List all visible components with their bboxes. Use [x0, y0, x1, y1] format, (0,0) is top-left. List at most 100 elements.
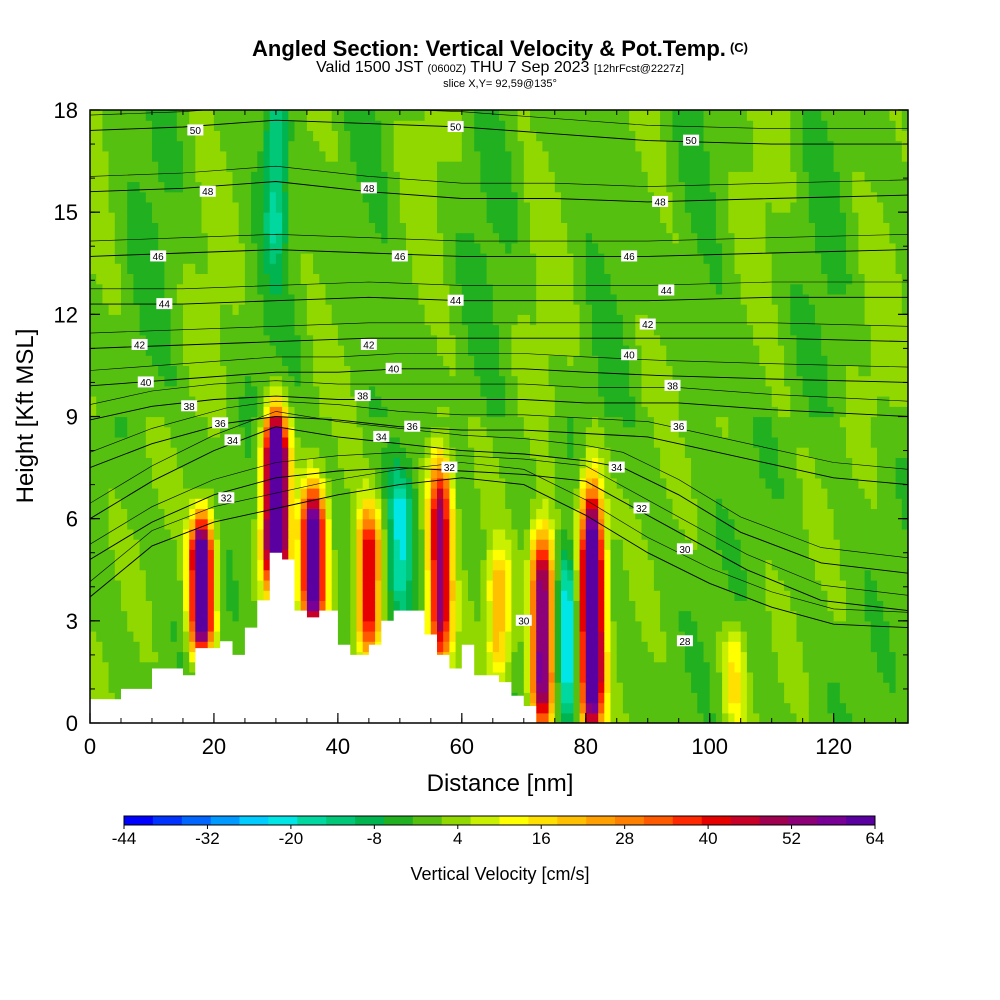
field-cell	[585, 539, 593, 550]
field-cell	[393, 416, 401, 428]
field-cell	[530, 334, 537, 346]
field-cell	[449, 232, 457, 244]
field-cell	[536, 488, 543, 499]
field-cell	[548, 651, 556, 663]
field-cell	[114, 488, 122, 499]
field-cell	[480, 242, 488, 254]
field-cell	[517, 120, 525, 131]
field-cell	[108, 528, 116, 540]
field-cell	[201, 314, 209, 326]
field-cell	[430, 334, 438, 346]
field-cell	[183, 365, 190, 377]
field-cell	[523, 580, 531, 591]
field-cell	[573, 467, 581, 479]
field-cell	[430, 365, 438, 377]
field-cell	[430, 559, 438, 571]
field-cell	[102, 232, 110, 244]
field-cell	[344, 181, 351, 193]
field-cell	[468, 396, 475, 407]
field-cell	[319, 130, 327, 142]
field-cell	[158, 477, 165, 489]
field-cell	[592, 150, 599, 162]
field-cell	[294, 283, 302, 295]
field-cell	[102, 416, 110, 428]
field-cell	[579, 304, 587, 315]
field-cell	[189, 242, 196, 254]
field-cell	[430, 161, 438, 172]
field-cell	[263, 263, 271, 274]
field-cell	[393, 140, 401, 152]
field-cell	[90, 539, 97, 550]
field-cell	[480, 600, 488, 612]
field-cell	[517, 559, 525, 571]
field-cell	[269, 457, 277, 469]
field-cell	[536, 273, 543, 285]
field-cell	[90, 488, 97, 499]
field-cell	[288, 498, 296, 509]
field-cell	[269, 385, 277, 397]
field-cell	[430, 457, 438, 469]
field-cell	[393, 201, 401, 213]
field-cell	[164, 334, 172, 346]
field-cell	[356, 314, 364, 326]
field-cell	[164, 641, 172, 653]
field-cell	[121, 222, 128, 234]
field-cell	[499, 406, 506, 418]
field-cell	[158, 600, 165, 612]
field-cell	[468, 508, 475, 520]
field-cell	[486, 396, 494, 407]
field-cell	[505, 314, 512, 326]
field-cell	[251, 161, 258, 172]
field-cell	[530, 467, 537, 479]
field-cell	[282, 201, 289, 213]
field-cell	[548, 283, 556, 295]
field-cell	[108, 334, 116, 346]
field-cell	[536, 181, 543, 193]
field-cell	[251, 201, 258, 213]
field-cell	[418, 416, 426, 428]
field-cell	[598, 385, 605, 397]
field-cell	[486, 283, 494, 295]
field-cell	[499, 191, 506, 203]
field-cell	[579, 549, 587, 561]
field-cell	[536, 580, 543, 591]
field-cell	[530, 477, 537, 489]
field-cell	[207, 620, 215, 632]
field-cell	[350, 232, 358, 244]
field-cell	[232, 120, 240, 131]
field-cell	[102, 600, 110, 612]
field-cell	[319, 150, 327, 162]
field-cell	[437, 324, 444, 336]
field-cell	[356, 120, 364, 131]
field-cell	[263, 396, 271, 407]
field-cell	[121, 528, 128, 540]
field-cell	[232, 610, 240, 622]
field-cell	[337, 569, 345, 581]
field-cell	[300, 120, 308, 131]
field-cell	[263, 447, 271, 458]
field-cell	[201, 253, 209, 264]
field-cell	[195, 171, 203, 183]
field-cell	[592, 222, 599, 234]
field-cell	[561, 222, 568, 234]
field-cell	[430, 324, 438, 336]
field-cell	[220, 447, 227, 458]
field-cell	[505, 580, 512, 591]
field-cell	[294, 314, 302, 326]
field-cell	[585, 201, 593, 213]
field-cell	[300, 396, 308, 407]
field-cell	[592, 661, 599, 673]
field-cell	[232, 345, 240, 356]
field-cell	[108, 600, 116, 612]
field-cell	[139, 477, 147, 489]
field-cell	[145, 171, 153, 183]
field-cell	[492, 171, 500, 183]
field-cell	[220, 436, 227, 448]
field-cell	[102, 436, 110, 448]
field-cell	[362, 161, 370, 172]
field-cell	[530, 140, 537, 152]
field-cell	[424, 396, 432, 407]
field-cell	[362, 171, 370, 183]
field-cell	[114, 426, 122, 438]
field-cell	[554, 447, 562, 458]
